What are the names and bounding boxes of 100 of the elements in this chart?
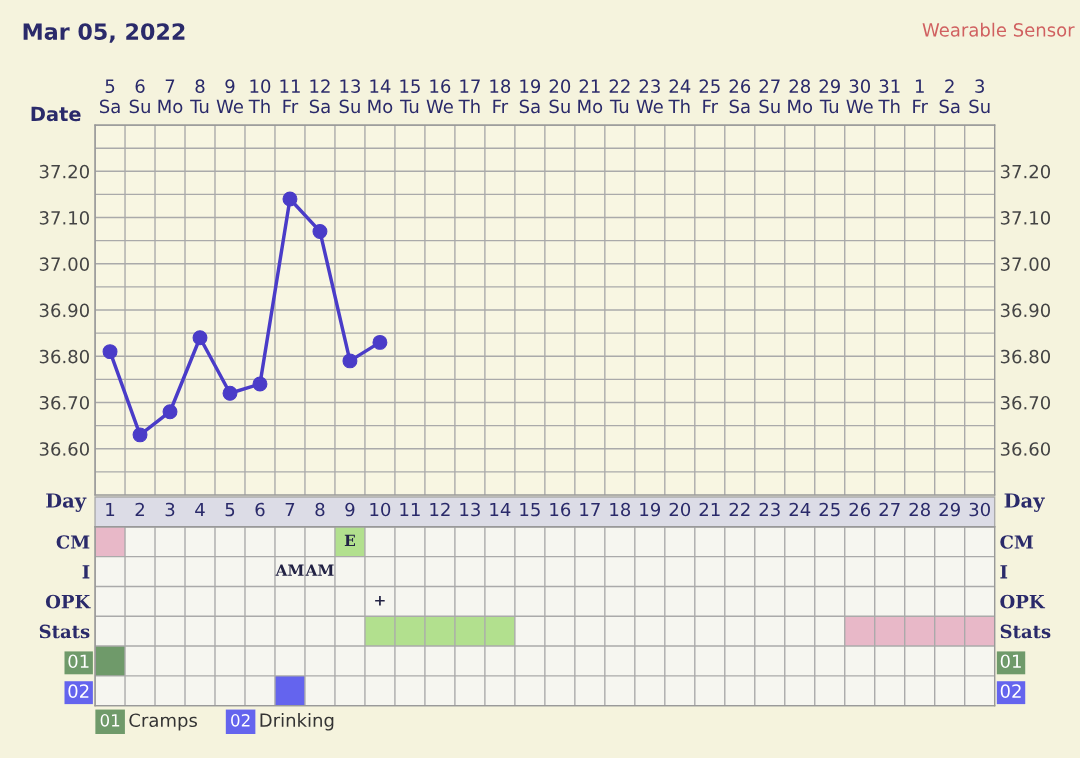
y2-tick-label: Stats — [1000, 624, 1051, 639]
x-tick-label: 1 Fr — [913, 79, 928, 113]
y-tick-label: CM — [56, 535, 90, 549]
x-tick-label: 31 Th — [878, 79, 900, 113]
x-tick-label: 23 We — [636, 79, 663, 114]
chart-title: Mar 05, 2022 — [23, 23, 185, 43]
point — [312, 223, 328, 239]
x-tick-label: 25 Fr — [699, 79, 720, 113]
point — [282, 191, 298, 207]
x-tick-label: 22 — [729, 502, 750, 517]
x-tick-label: 2 — [135, 502, 144, 517]
y-tick-label: 36.70 — [39, 395, 89, 410]
point — [162, 404, 178, 420]
text: 01 Cramps — [100, 713, 197, 731]
x-tick-label: 28 Mo — [788, 79, 813, 114]
y2-tick-label: 36.80 — [1000, 349, 1051, 364]
x-tick-label: 26 Sa — [729, 79, 751, 114]
point — [372, 334, 388, 350]
text: Day — [1004, 493, 1045, 512]
x-tick-label: 17 — [580, 502, 600, 517]
x-tick-label: 8 Tu — [190, 79, 209, 114]
text: 02 Drinking — [231, 713, 334, 731]
y2-tick-label: 37.20 — [1000, 164, 1051, 179]
x-tick-label: 6 Su — [129, 79, 150, 114]
y-tick-label: 36.80 — [39, 349, 89, 364]
x-tick-label: 8 — [315, 502, 325, 517]
x-tick-label: 17 Th — [458, 79, 480, 113]
x-tick-label: 18 Fr — [490, 79, 511, 113]
x-tick-label: 27 — [879, 502, 900, 517]
x-tick-label: 21 Mo — [578, 79, 603, 114]
y2-tick-label: I — [1000, 565, 1008, 579]
y-tick-label: 36.90 — [39, 303, 89, 318]
x-tick-label: 20 Su — [549, 79, 571, 114]
x-tick-label: 2 Sa — [939, 79, 960, 114]
point — [342, 353, 358, 369]
y2-tick-label: 02 — [1000, 684, 1021, 698]
text: 36.60 — [39, 442, 89, 456]
y-tick-label: 37.10 — [39, 211, 89, 225]
x-axis-title: Day — [46, 493, 87, 512]
y2-tick-label: 36.70 — [1000, 395, 1051, 410]
x-tick-label: 29 — [939, 502, 960, 517]
x-tick-label: 10 Th — [248, 79, 271, 113]
x-tick-label: 3 — [165, 502, 175, 517]
x-tick-label: 6 — [255, 502, 265, 517]
point — [132, 427, 148, 443]
x-tick-label: 29 Tu — [819, 79, 840, 114]
x-tick-label: 9 We — [216, 79, 243, 114]
y2-tick-label: OPK — [1000, 594, 1046, 609]
x-tick-label: 23 — [759, 502, 780, 517]
x-tick-label: 5 — [225, 502, 235, 517]
x-tick-label: 7 — [285, 502, 295, 517]
x-tick-label: 16 We — [426, 79, 453, 114]
y-tick-label: I — [82, 565, 90, 579]
x-tick-label: 11 Fr — [280, 79, 300, 113]
x-tick-label: 13 — [460, 502, 480, 517]
x-tick-label: 28 — [909, 502, 930, 517]
x-tick-label: 19 Sa — [519, 79, 541, 114]
y2-tick-label: 01 — [1000, 654, 1021, 669]
x-tick-label: 7 Mo — [158, 79, 183, 114]
x-tick-label: 11 — [400, 502, 420, 517]
y-tick-label: 01 — [68, 654, 89, 669]
x-tick-label: 13 Su — [339, 79, 360, 114]
y2-tick-label: 37.00 — [1000, 257, 1051, 271]
x-tick-label: 14 — [490, 502, 511, 517]
text: AM — [275, 564, 304, 576]
y-tick-label: 02 — [68, 684, 89, 698]
x-tick-label: 3 Su — [969, 79, 990, 114]
y2-tick-label: 36.90 — [1000, 303, 1051, 318]
x-tick-label: 24 Th — [668, 79, 691, 113]
x-tick-label: 1 — [106, 502, 115, 517]
y2-tick-label: CM — [1000, 535, 1034, 549]
x-tick-label: 27 Su — [759, 79, 780, 114]
x-tick-label: 16 — [550, 502, 571, 517]
y-tick-label: 37.00 — [39, 257, 89, 271]
x-tick-label: 15 — [520, 502, 540, 517]
x-tick-label: 25 — [819, 502, 840, 517]
x-tick-label: 9 — [345, 502, 355, 517]
x-tick-label: 12 Sa — [309, 79, 330, 114]
x-tick-label: 18 — [610, 502, 631, 517]
x-tick-label: 26 — [849, 502, 871, 517]
x-tick-label: 22 Tu — [609, 79, 630, 114]
text: Wearable Sensor — [922, 22, 1075, 37]
point — [222, 385, 238, 401]
x-tick-label: 5 Sa — [99, 79, 120, 114]
x-axis-title: Date — [31, 106, 81, 122]
x-tick-label: 20 — [669, 502, 691, 517]
y2-tick-label: 37.10 — [1000, 211, 1051, 225]
y-tick-label: OPK — [45, 594, 91, 609]
point — [192, 330, 208, 346]
x-tick-label: 24 — [789, 502, 811, 517]
y-tick-label: 37.20 — [39, 164, 89, 179]
x-tick-label: 15 Tu — [399, 79, 420, 114]
x-tick-label: 19 — [640, 502, 661, 517]
text: AM — [305, 564, 334, 576]
y-tick-label: Stats — [39, 624, 90, 639]
x-tick-label: 14 Mo — [368, 79, 393, 114]
point — [252, 376, 268, 392]
text: + — [375, 595, 385, 606]
x-tick-label: 21 — [699, 502, 720, 517]
x-tick-label: 12 — [430, 502, 450, 517]
